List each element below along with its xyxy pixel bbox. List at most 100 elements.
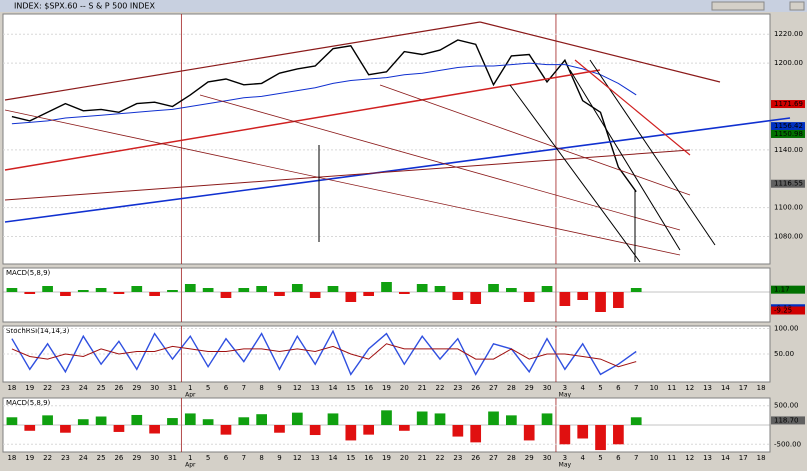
histogram-bar bbox=[149, 292, 160, 296]
histogram-bar bbox=[541, 413, 553, 425]
x-tick-label: 13 bbox=[703, 454, 712, 462]
histogram-bar bbox=[95, 288, 107, 292]
trendline bbox=[4, 109, 681, 256]
histogram-bar bbox=[291, 284, 303, 292]
x-tick-label: 12 bbox=[685, 454, 694, 462]
plot-area bbox=[2, 325, 771, 383]
histogram-bar bbox=[559, 292, 571, 306]
x-tick-label: 14 bbox=[721, 454, 730, 462]
month-label: May bbox=[559, 462, 572, 469]
price-flag-label: -9.25 bbox=[774, 307, 792, 315]
trendline bbox=[569, 69, 681, 251]
price-flag bbox=[771, 285, 805, 294]
x-tick-label: 18 bbox=[757, 454, 766, 462]
histogram-bar bbox=[77, 419, 89, 425]
x-tick-label: 12 bbox=[293, 384, 302, 392]
x-tick-label: 30 bbox=[543, 454, 552, 462]
x-tick-label: 29 bbox=[132, 384, 141, 392]
price-flag bbox=[771, 129, 805, 138]
histogram-bar bbox=[327, 286, 339, 292]
trendline bbox=[4, 149, 691, 201]
y-tick-label: -500.00 bbox=[774, 440, 801, 448]
histogram-bar bbox=[95, 416, 107, 425]
x-tick-label: 12 bbox=[293, 454, 302, 462]
histogram-bar bbox=[274, 292, 285, 296]
y-tick-label: 1220.00 bbox=[774, 30, 803, 38]
x-tick-label: 1 bbox=[188, 384, 192, 392]
x-tick-label: 29 bbox=[525, 454, 534, 462]
x-tick-label: 26 bbox=[114, 454, 123, 462]
histogram-bar bbox=[60, 425, 71, 433]
price-flag bbox=[771, 100, 805, 109]
histogram-bar bbox=[488, 411, 499, 425]
histogram-bar bbox=[256, 414, 267, 425]
x-tick-label: 15 bbox=[346, 384, 355, 392]
x-tick-label: 7 bbox=[242, 384, 246, 392]
histogram-bar bbox=[613, 292, 624, 308]
histogram-bar bbox=[470, 425, 482, 443]
x-tick-label: 1 bbox=[188, 454, 192, 462]
toolbar-buttons[interactable] bbox=[711, 1, 765, 11]
trendline bbox=[4, 21, 481, 101]
plot-area bbox=[2, 13, 771, 265]
x-tick-label: 26 bbox=[471, 454, 480, 462]
y-tick-label: 1080.00 bbox=[774, 233, 803, 241]
x-tick-label: 20 bbox=[400, 384, 409, 392]
panel-title: MACD(5,8,9) bbox=[6, 269, 51, 277]
y-tick-label: 50.00 bbox=[774, 350, 794, 358]
x-tick-label: 28 bbox=[507, 384, 516, 392]
histogram-bar bbox=[131, 414, 143, 425]
histogram-bar bbox=[220, 292, 232, 298]
plot-area bbox=[2, 267, 771, 323]
x-tick-label: 20 bbox=[400, 454, 409, 462]
x-tick-label: 27 bbox=[489, 384, 498, 392]
x-tick-label: 7 bbox=[634, 454, 638, 462]
x-tick-label: 5 bbox=[598, 384, 602, 392]
histogram-bar bbox=[291, 412, 303, 425]
x-tick-label: 4 bbox=[580, 454, 585, 462]
histogram-bar bbox=[363, 292, 375, 296]
price-flag bbox=[771, 416, 805, 425]
histogram-bar bbox=[506, 288, 517, 292]
x-tick-label: 12 bbox=[685, 384, 694, 392]
trendline bbox=[4, 117, 791, 223]
x-tick-label: 18 bbox=[7, 454, 16, 462]
histogram-bar bbox=[345, 425, 357, 441]
x-tick-label: 28 bbox=[507, 454, 516, 462]
x-tick-label: 16 bbox=[364, 384, 373, 392]
price-flag-label: 118.70 bbox=[774, 416, 799, 424]
trendline bbox=[574, 59, 691, 156]
x-tick-label: 8 bbox=[259, 454, 263, 462]
x-tick-label: 5 bbox=[206, 454, 210, 462]
histogram-bar bbox=[202, 288, 214, 292]
histogram-bar bbox=[309, 425, 321, 436]
histogram-bar bbox=[577, 292, 589, 300]
x-tick-label: 26 bbox=[114, 384, 123, 392]
x-tick-label: 13 bbox=[311, 384, 320, 392]
x-tick-label: 22 bbox=[43, 384, 52, 392]
x-tick-label: 30 bbox=[150, 384, 159, 392]
histogram-bar bbox=[630, 288, 642, 292]
close-button[interactable] bbox=[789, 1, 805, 11]
histogram-bar bbox=[506, 415, 517, 425]
x-tick-label: 24 bbox=[79, 454, 88, 462]
histogram-bar bbox=[42, 286, 53, 292]
price-flag bbox=[771, 306, 805, 315]
x-tick-label: 25 bbox=[97, 454, 106, 462]
x-tick-label: 3 bbox=[563, 454, 567, 462]
histogram-bar bbox=[434, 413, 446, 425]
x-tick-label: 22 bbox=[43, 454, 52, 462]
trendlines bbox=[4, 21, 791, 263]
histogram-bar bbox=[416, 411, 428, 425]
x-tick-label: 8 bbox=[259, 384, 263, 392]
y-tick-label: 1140.00 bbox=[774, 146, 803, 154]
x-tick-label: 30 bbox=[150, 454, 159, 462]
histogram-bar bbox=[381, 410, 392, 425]
y-tick-label: 100.00 bbox=[774, 325, 799, 333]
x-tick-label: 22 bbox=[436, 454, 445, 462]
x-tick-label: 24 bbox=[79, 384, 88, 392]
histogram-bar bbox=[595, 292, 606, 312]
x-tick-label: 5 bbox=[206, 384, 210, 392]
price-flag-label: 1.17 bbox=[774, 286, 790, 294]
